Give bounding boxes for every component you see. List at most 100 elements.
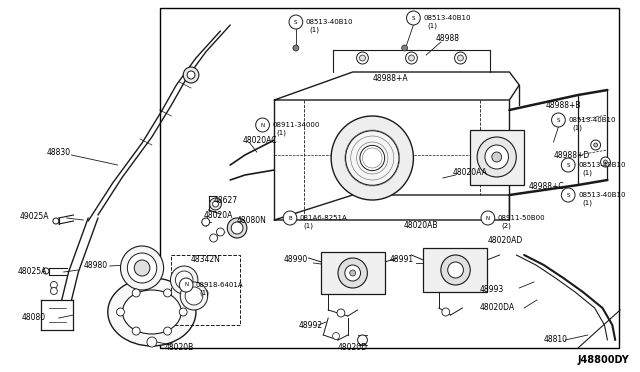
Circle shape bbox=[600, 157, 611, 167]
Bar bbox=[321, 252, 385, 294]
Circle shape bbox=[458, 55, 463, 61]
Circle shape bbox=[210, 234, 218, 242]
Text: 49025A: 49025A bbox=[20, 212, 49, 221]
Circle shape bbox=[231, 222, 243, 234]
Text: 48020B: 48020B bbox=[164, 343, 194, 353]
Circle shape bbox=[561, 188, 575, 202]
Text: (1): (1) bbox=[427, 23, 437, 29]
Ellipse shape bbox=[108, 278, 196, 346]
Text: S: S bbox=[412, 16, 415, 20]
Circle shape bbox=[591, 140, 600, 150]
Circle shape bbox=[408, 55, 415, 61]
Text: 08513-40B10: 08513-40B10 bbox=[423, 15, 471, 21]
Circle shape bbox=[448, 262, 463, 278]
Circle shape bbox=[552, 113, 565, 127]
Text: J48800DY: J48800DY bbox=[578, 355, 630, 365]
Circle shape bbox=[441, 255, 470, 285]
Circle shape bbox=[337, 309, 345, 317]
Circle shape bbox=[406, 11, 420, 25]
Circle shape bbox=[356, 52, 369, 64]
Circle shape bbox=[147, 337, 157, 347]
Circle shape bbox=[442, 308, 450, 316]
Circle shape bbox=[402, 45, 408, 51]
Circle shape bbox=[331, 116, 413, 200]
Circle shape bbox=[360, 55, 365, 61]
Text: 48020DA: 48020DA bbox=[480, 304, 515, 312]
Bar bbox=[172, 255, 240, 325]
Text: (1): (1) bbox=[276, 130, 286, 136]
Bar bbox=[470, 130, 524, 185]
Text: 48830: 48830 bbox=[47, 148, 71, 157]
Ellipse shape bbox=[122, 290, 181, 334]
Text: 08911-50B00: 08911-50B00 bbox=[498, 215, 545, 221]
Circle shape bbox=[481, 211, 495, 225]
Circle shape bbox=[333, 333, 339, 340]
Text: 08911-34000: 08911-34000 bbox=[273, 122, 320, 128]
Circle shape bbox=[170, 266, 198, 294]
Circle shape bbox=[346, 131, 399, 185]
Text: (1): (1) bbox=[304, 223, 314, 229]
Circle shape bbox=[604, 160, 607, 164]
Text: 48980: 48980 bbox=[83, 260, 108, 269]
Circle shape bbox=[216, 228, 225, 236]
Circle shape bbox=[338, 258, 367, 288]
Text: 48993: 48993 bbox=[480, 285, 504, 295]
Circle shape bbox=[210, 198, 221, 210]
Circle shape bbox=[406, 52, 417, 64]
Circle shape bbox=[53, 218, 59, 224]
Text: 081A6-8251A: 081A6-8251A bbox=[300, 215, 348, 221]
Circle shape bbox=[183, 67, 199, 83]
Circle shape bbox=[212, 201, 218, 207]
Circle shape bbox=[175, 271, 193, 289]
Circle shape bbox=[289, 15, 303, 29]
Text: 48020A: 48020A bbox=[204, 211, 233, 219]
Circle shape bbox=[293, 45, 299, 51]
Circle shape bbox=[202, 218, 210, 226]
Text: 48988+A: 48988+A bbox=[372, 74, 408, 83]
Text: 08513-40B10: 08513-40B10 bbox=[306, 19, 353, 25]
Text: (1): (1) bbox=[582, 200, 592, 206]
Circle shape bbox=[360, 145, 385, 171]
Circle shape bbox=[132, 289, 140, 297]
Text: N: N bbox=[486, 215, 490, 221]
Text: S: S bbox=[557, 118, 560, 122]
Circle shape bbox=[187, 71, 195, 79]
Circle shape bbox=[185, 287, 203, 305]
Text: S: S bbox=[566, 192, 570, 198]
Text: 08513-40B10: 08513-40B10 bbox=[568, 117, 616, 123]
Circle shape bbox=[594, 143, 598, 147]
Text: 48342N: 48342N bbox=[191, 256, 221, 264]
Text: B: B bbox=[288, 215, 292, 221]
Circle shape bbox=[51, 282, 58, 289]
Circle shape bbox=[51, 288, 58, 295]
Text: 48990: 48990 bbox=[284, 256, 308, 264]
Circle shape bbox=[164, 289, 172, 297]
Text: 48988: 48988 bbox=[436, 33, 460, 42]
Text: 48988+B: 48988+B bbox=[546, 100, 581, 109]
Circle shape bbox=[454, 52, 467, 64]
Text: (2): (2) bbox=[502, 223, 511, 229]
Circle shape bbox=[256, 118, 269, 132]
Circle shape bbox=[120, 246, 164, 290]
Circle shape bbox=[180, 282, 208, 310]
Text: S: S bbox=[294, 19, 298, 25]
Circle shape bbox=[179, 278, 193, 292]
Text: 48627: 48627 bbox=[214, 196, 237, 205]
Text: 08513-40B10: 08513-40B10 bbox=[578, 192, 625, 198]
Text: 48080N: 48080N bbox=[237, 215, 267, 224]
Text: 08918-6401A: 08918-6401A bbox=[196, 282, 244, 288]
Text: 48988+C: 48988+C bbox=[529, 182, 564, 190]
Text: 48020AC: 48020AC bbox=[243, 135, 278, 144]
Circle shape bbox=[492, 152, 502, 162]
Text: 48080: 48080 bbox=[22, 314, 45, 323]
Text: N: N bbox=[184, 282, 188, 288]
Circle shape bbox=[561, 158, 575, 172]
Circle shape bbox=[164, 327, 172, 335]
Text: 48020AA: 48020AA bbox=[452, 167, 488, 176]
Text: 48988+D: 48988+D bbox=[554, 151, 590, 160]
Text: (1): (1) bbox=[200, 290, 210, 296]
Bar bbox=[423, 248, 487, 292]
Text: 48025A: 48025A bbox=[18, 267, 47, 276]
Circle shape bbox=[358, 335, 367, 345]
Text: N: N bbox=[260, 122, 264, 128]
